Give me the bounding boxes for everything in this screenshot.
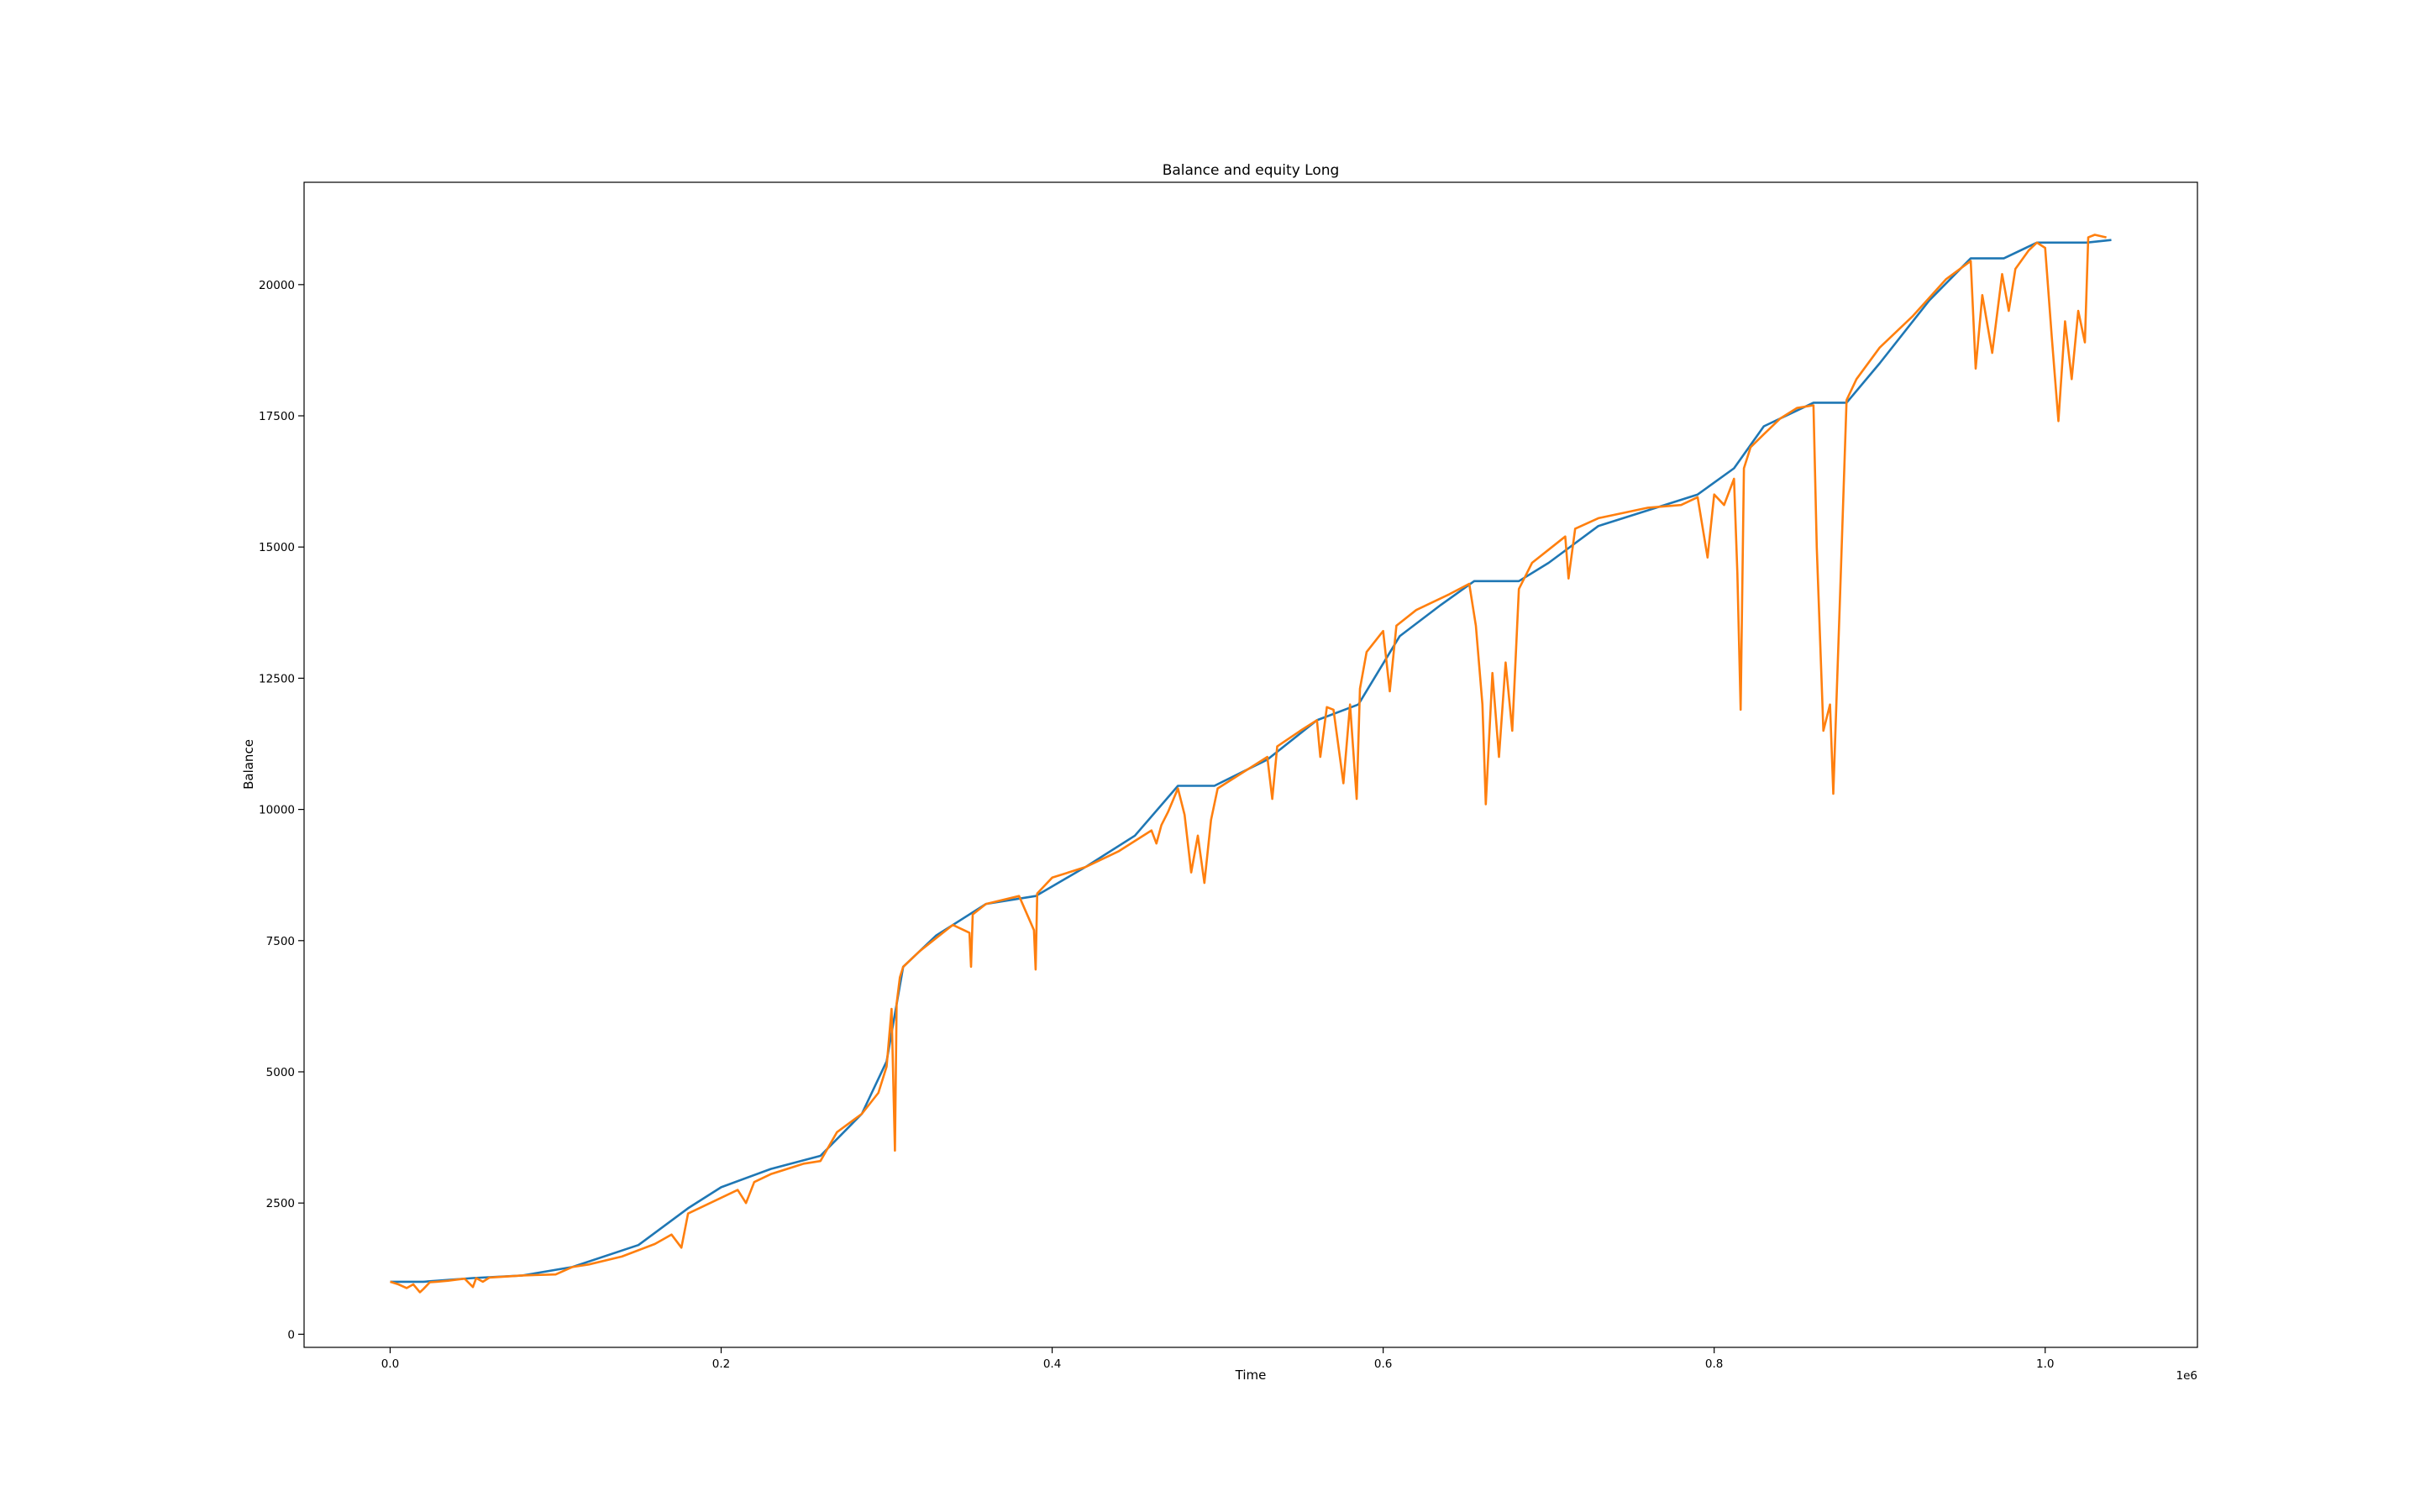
x-tick-label: 0.6 — [1374, 1357, 1392, 1371]
y-tick-label: 5000 — [266, 1066, 295, 1079]
y-tick-label: 10000 — [259, 804, 295, 817]
y-tick-label: 20000 — [259, 279, 295, 292]
chart-title: Balance and equity Long — [1163, 162, 1340, 179]
y-axis-label: Balance — [241, 739, 256, 790]
plot-frame — [303, 181, 2198, 1348]
y-axis: 0 2500 5000 7500 10000 12500 15000 17500 20000 — [259, 279, 304, 1341]
x-tick-label: 0.4 — [1043, 1357, 1061, 1371]
series-line-balance — [390, 239, 2112, 1284]
x-tick-label: 0.8 — [1705, 1357, 1723, 1371]
y-tick-label: 2500 — [266, 1197, 295, 1210]
x-tick-label: 1.0 — [2036, 1357, 2054, 1371]
y-tick-label: 15000 — [259, 541, 295, 554]
x-axis-scale-label: 1e6 — [2176, 1369, 2197, 1383]
y-tick-label: 12500 — [259, 672, 295, 685]
series-layer — [390, 234, 2112, 1294]
x-axis: 0.0 0.2 0.4 0.6 0.8 1.0 — [381, 1347, 2054, 1371]
x-tick-label: 0.0 — [381, 1357, 399, 1371]
x-tick-label: 0.2 — [712, 1357, 730, 1371]
series-line-equity — [390, 234, 2107, 1294]
y-tick-label: 17500 — [259, 410, 295, 423]
y-tick-label: 0 — [287, 1328, 295, 1341]
y-tick-label: 7500 — [266, 935, 295, 948]
x-axis-label: Time — [1235, 1368, 1267, 1383]
